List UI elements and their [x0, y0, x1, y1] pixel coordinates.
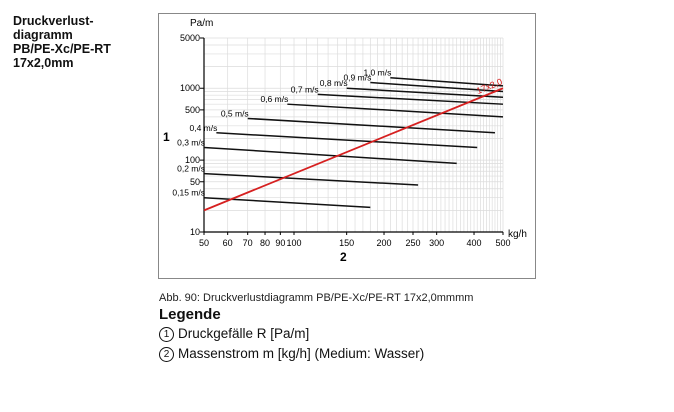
- legend-item-massflow: 2 Massenstrom m [kg/h] (Medium: Wasser): [159, 346, 424, 362]
- x-tick-label: 500: [495, 238, 510, 248]
- velocity-line: [216, 132, 478, 149]
- velocity-label: 0,4 m/s: [190, 123, 218, 133]
- legend-text: Druckgefälle R [Pa/m]: [178, 326, 310, 341]
- velocity-line: [203, 172, 419, 186]
- diagram-title-line: diagramm: [13, 28, 73, 42]
- velocity-label: 0,3 m/s: [177, 137, 205, 147]
- y-axis-unit-label: Pa/m: [190, 18, 213, 29]
- velocity-label: 1,0 m/s: [363, 68, 391, 78]
- velocity-line: [390, 76, 504, 87]
- velocity-line: [287, 103, 504, 118]
- velocity-line: [247, 117, 496, 134]
- y-tick-label: 1000: [180, 83, 200, 93]
- velocity-line: [346, 87, 504, 98]
- x-tick-label: 150: [339, 238, 354, 248]
- velocity-line: [317, 93, 504, 105]
- x-tick-label: 60: [223, 238, 233, 248]
- velocity-line: [370, 81, 504, 93]
- legend-item-pressure: 1 Druckgefälle R [Pa/m]: [159, 326, 309, 342]
- velocity-label: 0,9 m/s: [343, 73, 371, 83]
- diagram-title-line: Druckverlust-: [13, 14, 94, 28]
- y-tick-label: 50: [190, 177, 200, 187]
- diagram-title-line: PB/PE-Xc/PE-RT: [13, 42, 111, 56]
- legend-text: Massenstrom m [kg/h] (Medium: Wasser): [178, 346, 425, 361]
- x-axis-unit-label: kg/h: [508, 229, 527, 240]
- velocity-label: 0,15 m/s: [172, 188, 205, 198]
- velocity-label: 0,6 m/s: [260, 94, 288, 104]
- diagram-title-line: 17x2,0mm: [13, 56, 74, 70]
- x-tick-label: 300: [429, 238, 444, 248]
- x-axis-marker: 2: [340, 250, 347, 264]
- y-tick-label: 100: [185, 155, 200, 165]
- x-tick-label: 70: [243, 238, 253, 248]
- x-tick-label: 200: [377, 238, 392, 248]
- velocity-label: 0,8 m/s: [320, 78, 348, 88]
- y-axis-marker: 1: [163, 130, 170, 144]
- x-tick-label: 90: [275, 238, 285, 248]
- y-tick-label: 5000: [180, 33, 200, 43]
- velocity-label: 0,2 m/s: [177, 164, 205, 174]
- velocity-line: [203, 146, 457, 165]
- x-tick-label: 100: [286, 238, 301, 248]
- y-tick-label: 10: [190, 227, 200, 237]
- y-tick-label: 500: [185, 105, 200, 115]
- figure-caption: Abb. 90: Druckverlustdiagramm PB/PE-Xc/P…: [159, 292, 474, 304]
- legend-marker: 2: [159, 347, 174, 362]
- velocity-label: 0,7 m/s: [291, 84, 319, 94]
- x-tick-label: 50: [199, 238, 209, 248]
- legend-marker: 1: [159, 327, 174, 342]
- x-tick-label: 400: [467, 238, 482, 248]
- x-tick-label: 250: [405, 238, 420, 248]
- legend-title: Legende: [159, 306, 221, 323]
- pipe-line-17x2: [203, 87, 504, 212]
- diagram-title: Druckverlust- diagramm PB/PE-Xc/PE-RT 17…: [13, 14, 143, 70]
- x-tick-label: 80: [260, 238, 270, 248]
- velocity-label: 0,5 m/s: [221, 108, 249, 118]
